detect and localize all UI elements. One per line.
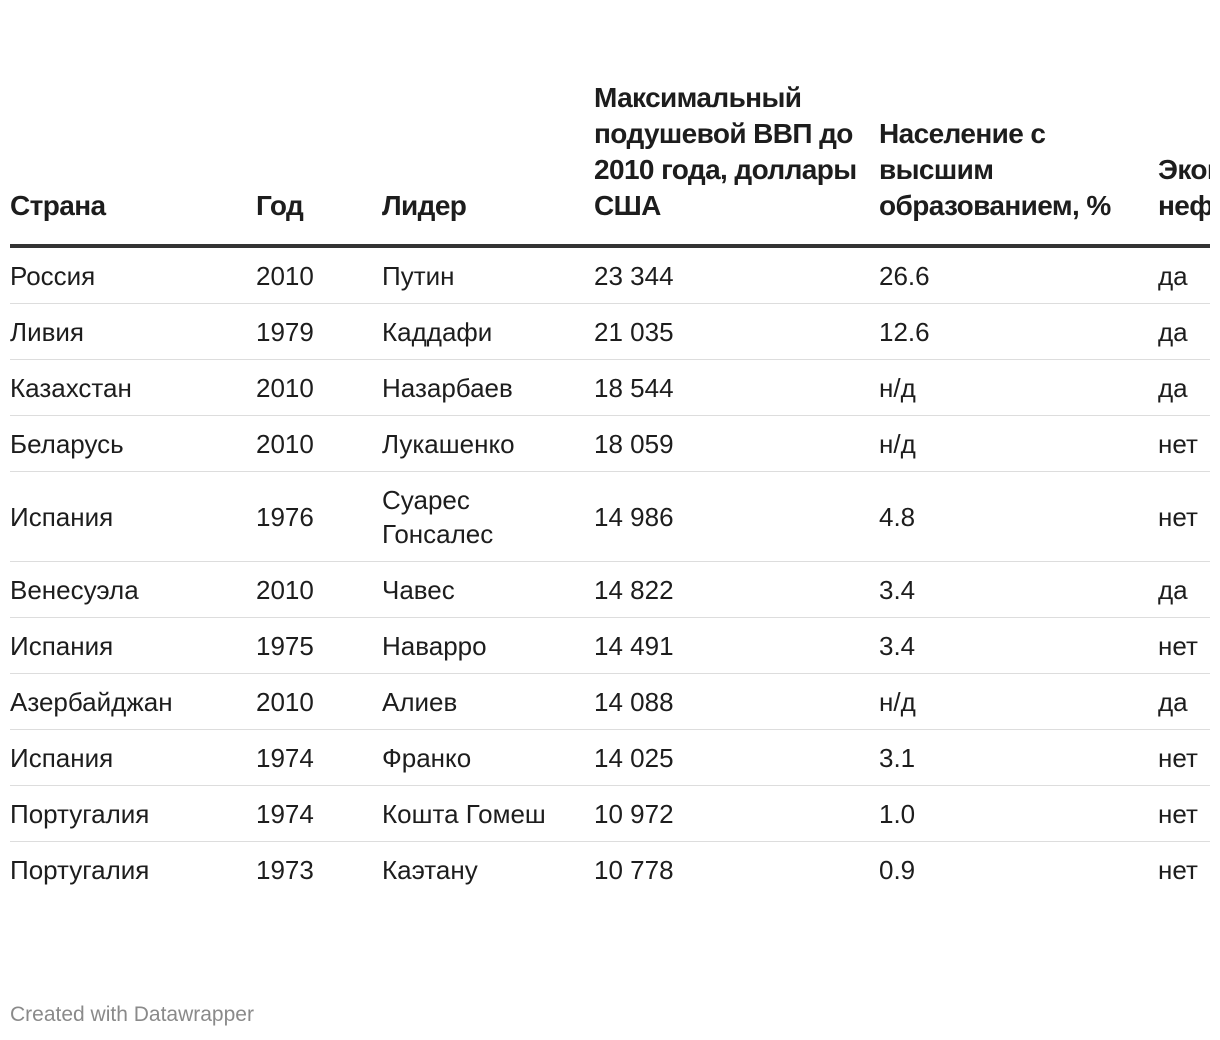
cell-oil-economy: да (1158, 246, 1210, 304)
table-row: Ливия 1979 Каддафи 21 035 12.6 да (10, 303, 1210, 360)
cell-country: Португалия (10, 785, 256, 842)
table-row: Азербайджан 2010 Алиев 14 088 н/д да (10, 673, 1210, 730)
cell-year: 1974 (256, 729, 382, 786)
column-header-education[interactable]: Население с высшим образованием, % (879, 80, 1158, 248)
cell-oil-economy: нет (1158, 415, 1210, 472)
cell-leader: Лукашенко (382, 415, 594, 472)
cell-oil-economy: да (1158, 561, 1210, 618)
cell-country: Португалия (10, 855, 150, 885)
table-row: Португалия 1973 Каэтану 10 778 0.9 нет (10, 842, 1210, 898)
cell-gdp: 23 344 (594, 246, 879, 304)
cell-gdp: 21 035 (594, 303, 879, 360)
cell-oil-economy: да (1158, 673, 1210, 730)
cell-education: 3.4 (879, 617, 1158, 674)
cell-gdp: 18 059 (594, 415, 879, 472)
cell-gdp: 14 088 (594, 673, 879, 730)
data-table: Страна Год Лидер Максимальный подушевой … (10, 80, 1210, 897)
cell-oil-economy: нет (1158, 617, 1210, 674)
table-row: Испания 1975 Наварро 14 491 3.4 нет (10, 617, 1210, 674)
cell-country: Испания (10, 729, 256, 786)
cell-leader: Кошта Гомеш (382, 785, 594, 842)
cell-education: 0.9 (879, 855, 916, 885)
cell-leader: Каэтану (382, 855, 478, 885)
table-row: Венесуэла 2010 Чавес 14 822 3.4 да (10, 561, 1210, 618)
cell-gdp: 14 822 (594, 561, 879, 618)
cell-leader: Чавес (382, 561, 594, 618)
cell-gdp: 14 986 (594, 471, 879, 562)
datawrapper-credit[interactable]: Created with Datawrapper (10, 1003, 254, 1026)
cell-education: 4.8 (879, 471, 1158, 562)
cell-education: н/д (879, 415, 1158, 472)
column-header-gdp[interactable]: Максимальный подушевой ВВП до 2010 года,… (594, 80, 879, 248)
table-row: Испания 1976 Суарес Гонсалес 14 986 4.8 нет (10, 471, 1210, 562)
cell-gdp: 10 972 (594, 785, 879, 842)
cell-education: н/д (879, 359, 1158, 416)
cell-education: 1.0 (879, 785, 1158, 842)
table-row: Казахстан 2010 Назарбаев 18 544 н/д да (10, 359, 1210, 416)
cell-country: Азербайджан (10, 673, 256, 730)
column-header-year[interactable]: Год (256, 80, 382, 248)
cell-year: 2010 (256, 561, 382, 618)
cell-year: 1974 (256, 785, 382, 842)
table-header-row: Страна Год Лидер Максимальный подушевой … (10, 80, 1210, 248)
cell-year: 2010 (256, 359, 382, 416)
cell-country: Россия (10, 246, 256, 304)
table-row: Россия 2010 Путин 23 344 26.6 да (10, 246, 1210, 304)
cell-leader: Путин (382, 246, 594, 304)
cell-oil-economy: нет (1158, 785, 1210, 842)
table-body: Россия 2010 Путин 23 344 26.6 да Ливия 1979 Кадд… (10, 246, 1210, 897)
cell-country: Беларусь (10, 415, 256, 472)
cell-leader: Назарбаев (382, 359, 594, 416)
cell-year: 2010 (256, 246, 382, 304)
cell-gdp: 14 025 (594, 729, 879, 786)
cell-country: Ливия (10, 303, 256, 360)
column-header-country[interactable]: Страна (10, 80, 256, 248)
cell-education: 26.6 (879, 246, 1158, 304)
cell-education: н/д (879, 673, 1158, 730)
cell-year: 1976 (256, 471, 382, 562)
cell-gdp: 14 491 (594, 617, 879, 674)
cell-leader: Суарес Гонсалес (382, 471, 594, 562)
cell-leader: Каддафи (382, 303, 594, 360)
cell-year: 2010 (256, 415, 382, 472)
cell-oil-economy: нет (1158, 471, 1210, 562)
cell-oil-economy: да (1158, 359, 1210, 416)
cell-education: 3.4 (879, 561, 1158, 618)
cell-leader: Наварро (382, 617, 594, 674)
cell-education: 3.1 (879, 729, 1158, 786)
cell-year: 1973 (256, 855, 314, 885)
cell-year: 1975 (256, 617, 382, 674)
cell-gdp: 10 778 (594, 855, 674, 885)
cell-oil-economy: да (1158, 303, 1210, 360)
cell-leader: Алиев (382, 673, 594, 730)
column-header-leader[interactable]: Лидер (382, 80, 594, 248)
table-row: Португалия 1974 Кошта Гомеш 10 972 1.0 нет (10, 785, 1210, 842)
data-table-container: Страна Год Лидер Максимальный подушевой … (10, 80, 1210, 897)
cell-year: 1979 (256, 303, 382, 360)
cell-oil-economy: нет (1158, 729, 1210, 786)
cell-year: 2010 (256, 673, 382, 730)
cell-country: Испания (10, 471, 256, 562)
cell-country: Испания (10, 617, 256, 674)
table-row: Беларусь 2010 Лукашенко 18 059 н/д нет (10, 415, 1210, 472)
cell-leader: Франко (382, 729, 594, 786)
cell-country: Венесуэла (10, 561, 256, 618)
cell-education: 12.6 (879, 303, 1158, 360)
cell-country: Казахстан (10, 359, 256, 416)
cell-oil-economy: нет (1158, 855, 1198, 885)
cell-gdp: 18 544 (594, 359, 879, 416)
column-header-oil-economy[interactable]: Экономика нефтяная (1158, 80, 1210, 248)
table-row: Испания 1974 Франко 14 025 3.1 нет (10, 729, 1210, 786)
